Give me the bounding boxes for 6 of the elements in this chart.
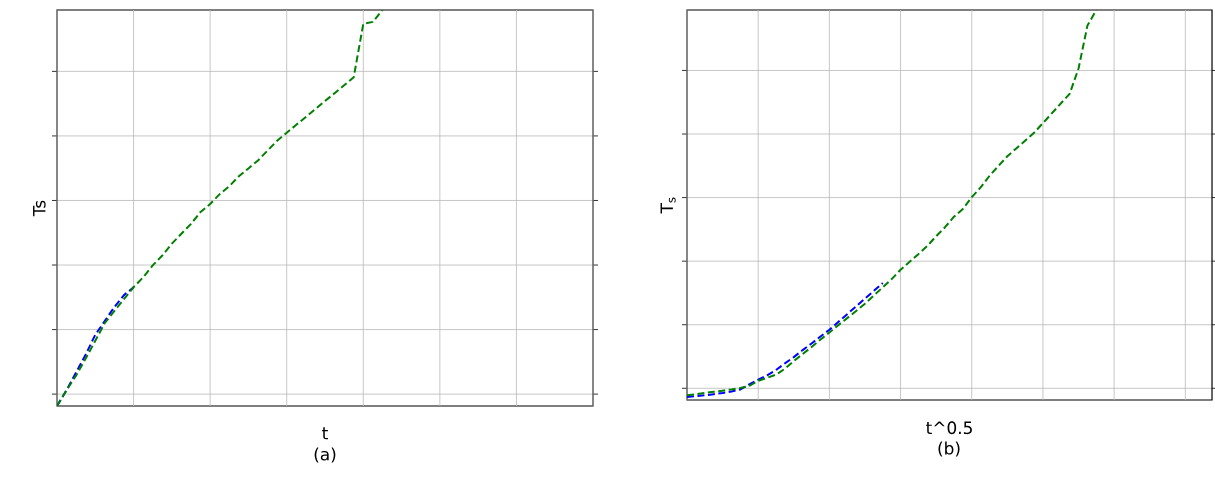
text: (b) — [938, 441, 960, 457]
x-axis-title: t — [322, 427, 328, 440]
y-axis-title: T$_{s}$ — [660, 197, 676, 214]
text: (a) — [314, 447, 336, 463]
x-axis-title: t^0.5 — [926, 421, 972, 435]
y-axis-title: Ts — [33, 200, 46, 217]
